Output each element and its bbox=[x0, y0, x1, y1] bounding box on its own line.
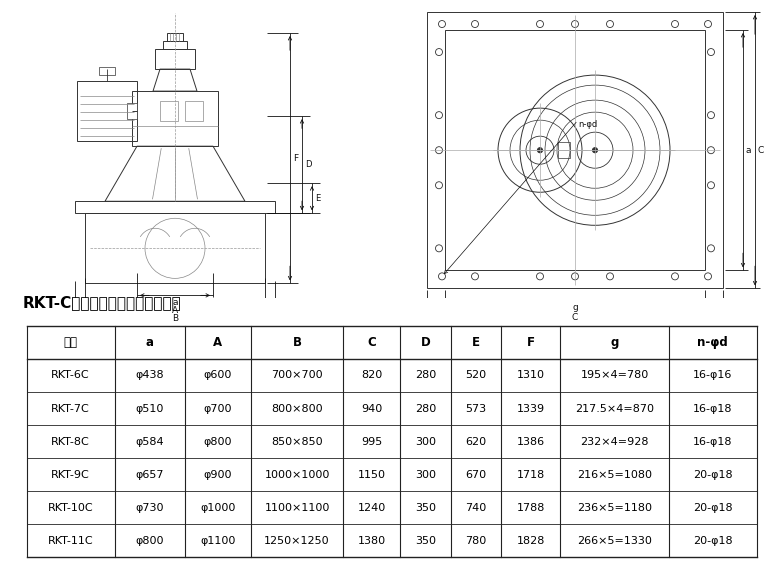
Text: n-φd: n-φd bbox=[578, 120, 598, 129]
Text: 1718: 1718 bbox=[516, 470, 545, 480]
Text: φ1100: φ1100 bbox=[200, 536, 236, 546]
Text: φ900: φ900 bbox=[204, 470, 232, 480]
Text: 740: 740 bbox=[465, 503, 486, 513]
Bar bbox=[185, 101, 203, 121]
Text: φ730: φ730 bbox=[136, 503, 164, 513]
Bar bbox=[132, 91, 218, 146]
Text: E: E bbox=[315, 194, 320, 203]
Text: A: A bbox=[172, 306, 178, 315]
Text: φ600: φ600 bbox=[204, 370, 232, 381]
Text: 300: 300 bbox=[415, 470, 436, 480]
Text: C: C bbox=[572, 314, 578, 323]
Text: 1150: 1150 bbox=[358, 470, 386, 480]
Text: 1788: 1788 bbox=[516, 503, 545, 513]
Text: 1828: 1828 bbox=[516, 536, 545, 546]
Text: φ800: φ800 bbox=[204, 437, 232, 446]
Text: 20-φ18: 20-φ18 bbox=[693, 503, 733, 513]
Text: D: D bbox=[305, 160, 312, 169]
Bar bbox=[127, 103, 137, 119]
Text: RKT-10C: RKT-10C bbox=[48, 503, 94, 513]
Text: 995: 995 bbox=[361, 437, 382, 446]
Text: 1240: 1240 bbox=[358, 503, 386, 513]
Text: 16-φ16: 16-φ16 bbox=[693, 370, 733, 381]
Text: φ700: φ700 bbox=[204, 404, 232, 413]
Text: φ1000: φ1000 bbox=[200, 503, 236, 513]
Text: 350: 350 bbox=[415, 536, 436, 546]
Bar bbox=[445, 30, 705, 270]
Bar bbox=[77, 81, 137, 141]
Text: 940: 940 bbox=[361, 404, 382, 413]
Text: RKT-9C: RKT-9C bbox=[51, 470, 90, 480]
Text: 195×4=780: 195×4=780 bbox=[581, 370, 649, 381]
Text: 1000×1000: 1000×1000 bbox=[264, 470, 329, 480]
Bar bbox=[99, 67, 115, 75]
Text: 型号: 型号 bbox=[64, 336, 78, 349]
Text: F: F bbox=[527, 336, 535, 349]
Text: 266×5=1330: 266×5=1330 bbox=[577, 536, 652, 546]
Text: 350: 350 bbox=[415, 503, 436, 513]
Bar bbox=[427, 12, 723, 288]
Text: E: E bbox=[472, 336, 480, 349]
Text: a: a bbox=[146, 336, 154, 349]
Text: D: D bbox=[421, 336, 430, 349]
Text: C: C bbox=[758, 146, 764, 155]
Text: 16-φ18: 16-φ18 bbox=[693, 437, 733, 446]
Text: 217.5×4=870: 217.5×4=870 bbox=[575, 404, 654, 413]
Text: 1250×1250: 1250×1250 bbox=[264, 536, 330, 546]
Bar bbox=[160, 101, 178, 121]
Text: 20-φ18: 20-φ18 bbox=[693, 536, 733, 546]
Text: 520: 520 bbox=[465, 370, 486, 381]
Text: 216×5=1080: 216×5=1080 bbox=[577, 470, 652, 480]
Bar bbox=[163, 41, 187, 49]
Text: 1310: 1310 bbox=[517, 370, 545, 381]
Text: 20-φ18: 20-φ18 bbox=[693, 470, 733, 480]
Text: RKT-6C: RKT-6C bbox=[51, 370, 90, 381]
Text: 820: 820 bbox=[361, 370, 382, 381]
Text: 1100×1100: 1100×1100 bbox=[264, 503, 329, 513]
Bar bbox=[558, 142, 570, 158]
Text: RKT-C型系列人循环风机安装尺寸: RKT-C型系列人循环风机安装尺寸 bbox=[23, 296, 182, 310]
Text: 300: 300 bbox=[415, 437, 436, 446]
Text: a: a bbox=[172, 298, 177, 307]
Text: 280: 280 bbox=[415, 370, 436, 381]
Text: 280: 280 bbox=[415, 404, 436, 413]
Text: φ510: φ510 bbox=[136, 404, 164, 413]
Text: 620: 620 bbox=[465, 437, 486, 446]
Text: 232×4=928: 232×4=928 bbox=[581, 437, 649, 446]
Text: 573: 573 bbox=[465, 404, 486, 413]
Text: B: B bbox=[172, 314, 178, 323]
Text: 1339: 1339 bbox=[517, 404, 545, 413]
Text: φ800: φ800 bbox=[136, 536, 164, 546]
Text: g: g bbox=[572, 303, 578, 312]
Text: φ657: φ657 bbox=[136, 470, 164, 480]
Text: 16-φ18: 16-φ18 bbox=[693, 404, 733, 413]
Bar bbox=[167, 33, 183, 41]
Text: a: a bbox=[746, 146, 752, 155]
Text: n-φd: n-φd bbox=[697, 336, 728, 349]
Text: φ438: φ438 bbox=[135, 370, 164, 381]
Text: 236×5=1180: 236×5=1180 bbox=[577, 503, 652, 513]
Text: RKT-7C: RKT-7C bbox=[51, 404, 90, 413]
Text: B: B bbox=[293, 336, 302, 349]
Bar bbox=[75, 201, 275, 213]
Bar bbox=[85, 213, 265, 283]
Text: RKT-11C: RKT-11C bbox=[48, 536, 94, 546]
Circle shape bbox=[538, 148, 542, 153]
Text: 800×800: 800×800 bbox=[271, 404, 323, 413]
Text: 670: 670 bbox=[465, 470, 486, 480]
Text: C: C bbox=[367, 336, 376, 349]
Bar bbox=[155, 49, 195, 69]
Text: 1386: 1386 bbox=[517, 437, 545, 446]
Text: A: A bbox=[214, 336, 223, 349]
Text: 780: 780 bbox=[465, 536, 486, 546]
Text: F: F bbox=[293, 154, 298, 163]
Text: g: g bbox=[611, 336, 619, 349]
Text: 700×700: 700×700 bbox=[271, 370, 323, 381]
Text: RKT-8C: RKT-8C bbox=[51, 437, 90, 446]
Circle shape bbox=[592, 148, 598, 153]
Text: φ584: φ584 bbox=[135, 437, 164, 446]
Text: 1380: 1380 bbox=[358, 536, 386, 546]
Text: 850×850: 850×850 bbox=[271, 437, 323, 446]
